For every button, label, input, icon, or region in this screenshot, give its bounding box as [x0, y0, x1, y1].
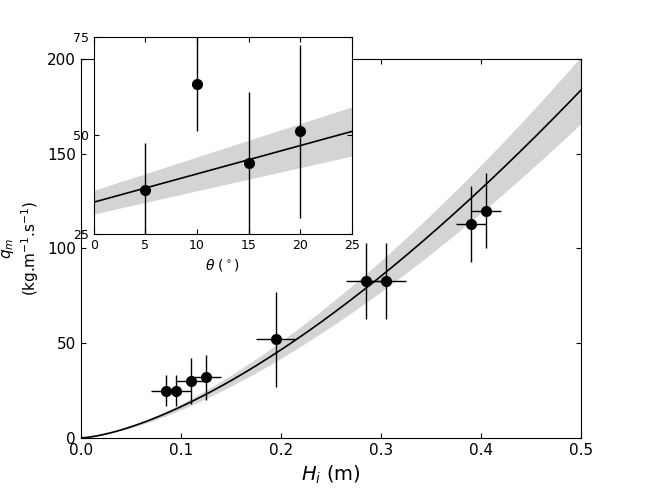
Y-axis label: $q_m$
(kg.m$^{-1}$.s$^{-1}$): $q_m$ (kg.m$^{-1}$.s$^{-1}$) [1, 201, 41, 296]
X-axis label: $\theta$ ($^\circ$): $\theta$ ($^\circ$) [205, 257, 240, 273]
X-axis label: $H_i$ (m): $H_i$ (m) [301, 463, 361, 486]
